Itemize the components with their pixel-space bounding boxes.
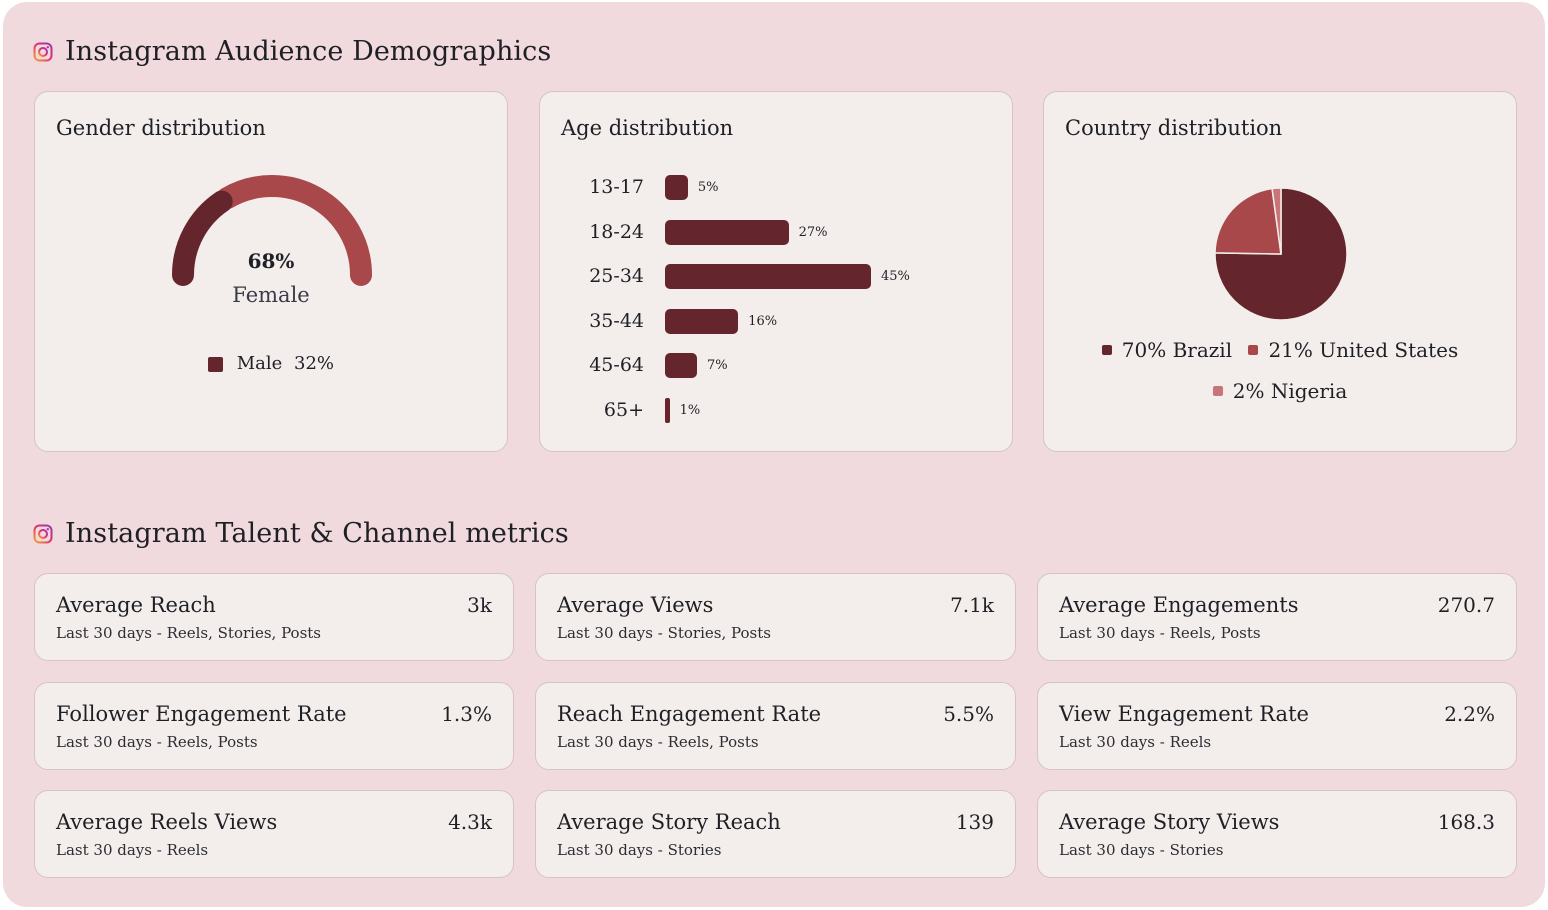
- male-legend-value: 32%: [294, 353, 335, 374]
- metric-value: 4.3k: [448, 810, 492, 834]
- age-label-25-34: 25-34: [589, 265, 644, 287]
- country-card-title: Country distribution: [1065, 116, 1283, 140]
- metric-value: 3k: [467, 593, 492, 617]
- instagram-icon: [33, 42, 53, 61]
- metric-value: 5.5%: [943, 702, 994, 726]
- metric-card-average-story-views: Average Story Views 168.3 Last 30 days -…: [1037, 790, 1517, 878]
- legend-swatch-nigeria: [1212, 386, 1223, 396]
- demographics-title-text: Instagram Audience Demographics: [65, 36, 552, 67]
- pie-slice-nigeria: [1271, 187, 1282, 255]
- legend-item-brazil: 70% Brazil: [1101, 338, 1233, 362]
- age-bar-35-44: [665, 308, 739, 334]
- metric-value: 270.7: [1437, 593, 1495, 617]
- metric-name: Average Reels Views: [56, 810, 278, 834]
- pie-slice-brazil: [1214, 187, 1348, 321]
- metric-value: 139: [955, 810, 994, 834]
- metric-subtitle: Last 30 days - Stories: [557, 841, 722, 859]
- gender-gauge-chart: [172, 175, 372, 286]
- metric-card-average-engagements: Average Engagements 270.7 Last 30 days -…: [1037, 573, 1517, 661]
- country-distribution-card: Country distribution 70% Brazil 21% Unit…: [1043, 91, 1517, 452]
- metric-card-average-story-reach: Average Story Reach 139 Last 30 days - S…: [535, 790, 1016, 878]
- metric-name: Follower Engagement Rate: [56, 702, 347, 726]
- gender-card-title: Gender distribution: [56, 116, 266, 140]
- age-value-45-64: 7%: [707, 358, 728, 373]
- metric-subtitle: Last 30 days - Reels, Posts: [1059, 624, 1261, 642]
- country-legend-row-1: 70% Brazil 21% United States: [1044, 336, 1516, 362]
- metric-value: 7.1k: [950, 593, 994, 617]
- age-value-13-17: 5%: [697, 180, 719, 195]
- metric-subtitle: Last 30 days - Stories, Posts: [557, 624, 771, 642]
- metric-subtitle: Last 30 days - Reels, Stories, Posts: [56, 624, 322, 642]
- male-legend-label: Male: [236, 353, 283, 374]
- age-bar-45-64: [665, 353, 698, 378]
- gauge-female-arc: [215, 175, 372, 286]
- metric-subtitle: Last 30 days - Reels, Posts: [56, 733, 258, 751]
- legend-item-united-states: 21% United States: [1248, 338, 1458, 362]
- pie-slice-united-states: [1214, 187, 1282, 255]
- metric-subtitle: Last 30 days - Reels: [1059, 733, 1212, 751]
- legend-swatch-united-states: [1248, 345, 1259, 355]
- age-label-13-17: 13-17: [589, 176, 644, 198]
- age-label-65plus: 65+: [603, 398, 644, 421]
- age-distribution-card: Age distribution 13-17 5% 18-24 27% 25-34 45%…: [539, 91, 1013, 452]
- gauge-male-arc: [172, 190, 233, 286]
- age-bar-chart: 13-17 5% 18-24 27% 25-34 45% 35-44 16% 45-64 7% 65…: [540, 92, 1014, 453]
- metric-card-reach-engagement-rate: Reach Engagement Rate 5.5% Last 30 days …: [535, 682, 1016, 770]
- gauge-percent: 68%: [247, 249, 295, 273]
- country-legend-row-2: 2% Nigeria: [1044, 377, 1516, 403]
- metric-name: Average Reach: [56, 593, 216, 617]
- legend-item-nigeria: 2% Nigeria: [1212, 379, 1348, 403]
- age-bar-18-24: [665, 219, 789, 245]
- instagram-icon: [33, 524, 53, 543]
- gauge-label: Female: [232, 283, 310, 307]
- legend-label-nigeria: 2% Nigeria: [1232, 379, 1348, 403]
- metric-name: Average Views: [557, 593, 714, 617]
- metric-subtitle: Last 30 days - Reels, Posts: [557, 733, 759, 751]
- demographics-title: Instagram Audience Demographics: [33, 36, 551, 67]
- age-bar-65plus: [665, 397, 670, 423]
- age-value-25-34: 45%: [881, 269, 910, 284]
- gender-legend: Male 32%: [35, 353, 507, 374]
- metric-name: View Engagement Rate: [1059, 702, 1309, 726]
- age-label-35-44: 35-44: [589, 309, 644, 332]
- age-bar-13-17: [665, 175, 688, 200]
- metric-card-average-reach: Average Reach 3k Last 30 days - Reels, S…: [34, 573, 514, 661]
- age-bar-25-34: [665, 264, 871, 289]
- metric-card-average-views: Average Views 7.1k Last 30 days - Storie…: [535, 573, 1016, 661]
- country-pie-chart: [1214, 187, 1348, 321]
- metric-subtitle: Last 30 days - Stories: [1059, 841, 1224, 859]
- age-value-35-44: 16%: [748, 313, 778, 329]
- metric-subtitle: Last 30 days - Reels: [56, 841, 209, 859]
- metric-value: 2.2%: [1444, 702, 1495, 726]
- gender-distribution-card: Gender distribution 68% Female Male 32%: [34, 91, 508, 452]
- metric-name: Average Engagements: [1059, 593, 1299, 617]
- male-legend-swatch: [207, 356, 223, 372]
- metric-value: 1.3%: [441, 702, 492, 726]
- metric-name: Average Story Views: [1059, 810, 1280, 834]
- metric-value: 168.3: [1437, 810, 1495, 834]
- metric-card-average-reels-views: Average Reels Views 4.3k Last 30 days - …: [34, 790, 514, 878]
- metrics-title-text: Instagram Talent & Channel metrics: [65, 518, 569, 549]
- metric-card-view-engagement-rate: View Engagement Rate 2.2% Last 30 days -…: [1037, 682, 1517, 770]
- age-label-45-64: 45-64: [589, 354, 644, 376]
- age-label-18-24: 18-24: [589, 220, 644, 243]
- legend-label-united-states: 21% United States: [1268, 338, 1459, 362]
- metric-card-follower-engagement-rate: Follower Engagement Rate 1.3% Last 30 da…: [34, 682, 514, 770]
- metric-name: Reach Engagement Rate: [557, 702, 822, 726]
- metrics-title: Instagram Talent & Channel metrics: [33, 518, 569, 549]
- age-card-title: Age distribution: [561, 116, 734, 140]
- age-value-65plus: 1%: [679, 402, 701, 418]
- legend-swatch-brazil: [1101, 345, 1112, 355]
- age-value-18-24: 27%: [798, 224, 828, 240]
- legend-label-brazil: 70% Brazil: [1121, 338, 1233, 362]
- metric-name: Average Story Reach: [557, 810, 781, 834]
